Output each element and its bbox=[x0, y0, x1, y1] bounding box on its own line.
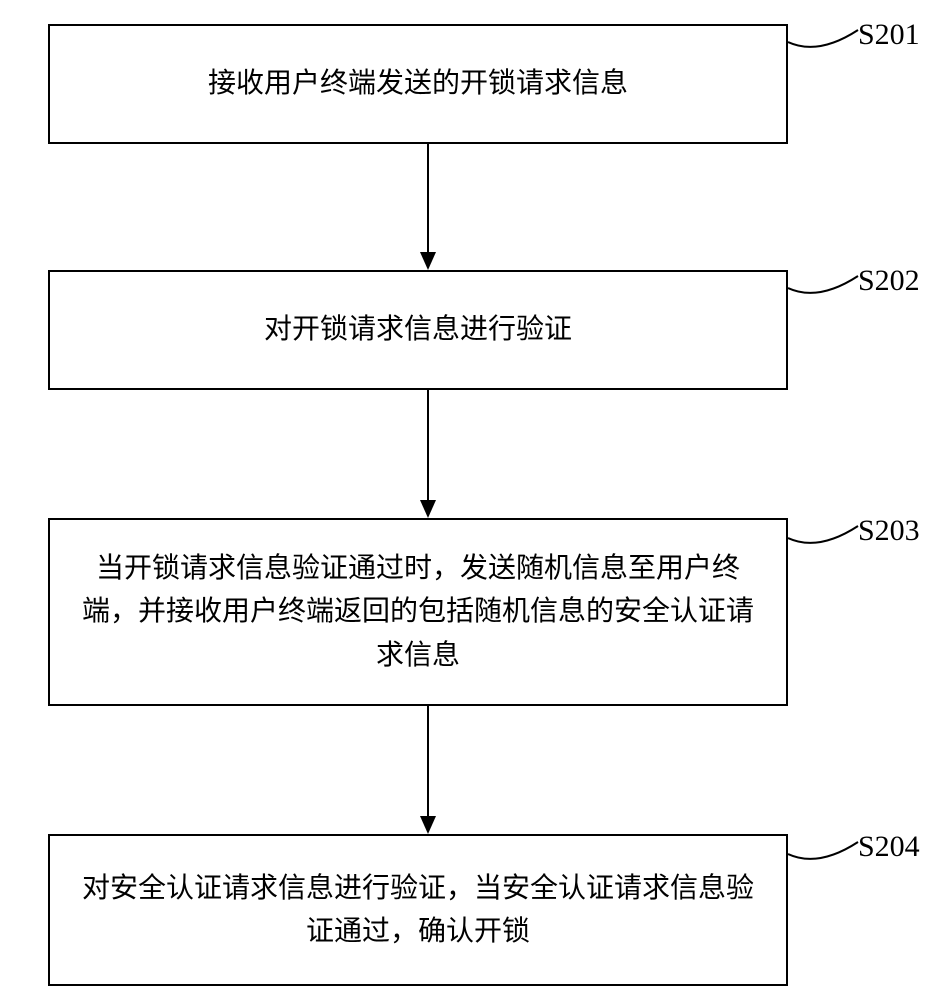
arrow-3 bbox=[418, 706, 438, 834]
label-connector-s204 bbox=[788, 830, 860, 870]
step-label-s204: S204 bbox=[858, 830, 920, 864]
step-text: 当开锁请求信息验证通过时，发送随机信息至用户终端，并接收用户终端返回的包括随机信… bbox=[78, 547, 758, 677]
step-label-s202: S202 bbox=[858, 264, 920, 298]
step-text: 对开锁请求信息进行验证 bbox=[264, 308, 572, 351]
arrow-1 bbox=[418, 144, 438, 270]
step-label-s203: S203 bbox=[858, 514, 920, 548]
step-box-s201: 接收用户终端发送的开锁请求信息 bbox=[48, 24, 788, 144]
label-connector-s202 bbox=[788, 264, 860, 304]
step-box-s202: 对开锁请求信息进行验证 bbox=[48, 270, 788, 390]
label-connector-s201 bbox=[788, 18, 860, 58]
step-text: 接收用户终端发送的开锁请求信息 bbox=[208, 62, 628, 105]
step-box-s204: 对安全认证请求信息进行验证，当安全认证请求信息验证通过，确认开锁 bbox=[48, 834, 788, 986]
flowchart-container: 接收用户终端发送的开锁请求信息 S201 对开锁请求信息进行验证 S202 当开… bbox=[0, 0, 946, 1000]
arrow-2 bbox=[418, 390, 438, 518]
step-text: 对安全认证请求信息进行验证，当安全认证请求信息验证通过，确认开锁 bbox=[78, 867, 758, 954]
step-box-s203: 当开锁请求信息验证通过时，发送随机信息至用户终端，并接收用户终端返回的包括随机信… bbox=[48, 518, 788, 706]
label-connector-s203 bbox=[788, 514, 860, 554]
step-label-s201: S201 bbox=[858, 18, 920, 52]
